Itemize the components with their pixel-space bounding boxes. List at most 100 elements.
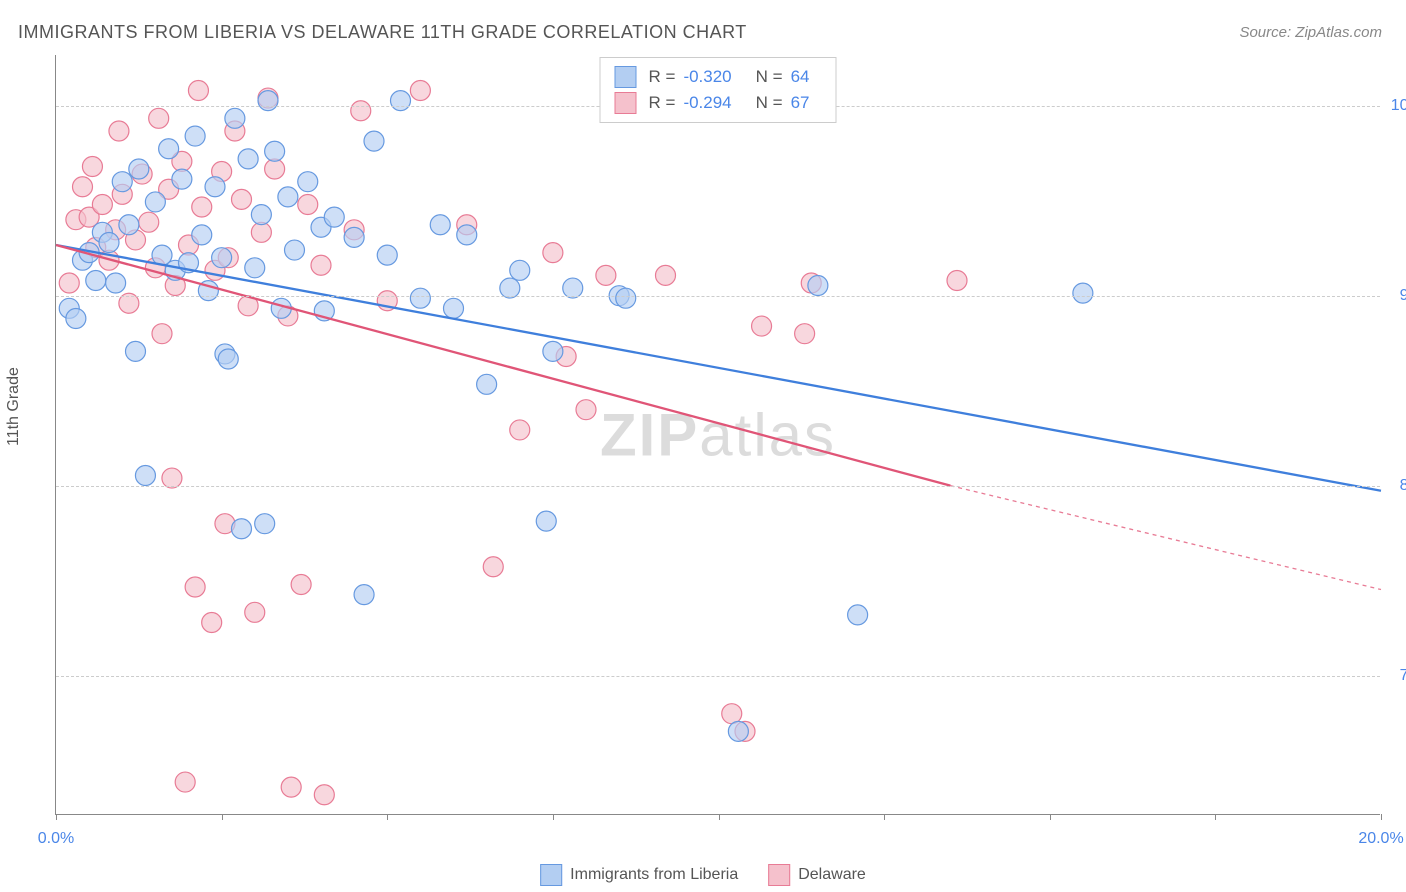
x-tick [1215, 814, 1216, 820]
n-value: 67 [791, 93, 810, 113]
blue-point [66, 308, 86, 328]
blue-point [285, 240, 305, 260]
pink-point [185, 577, 205, 597]
x-tick [553, 814, 554, 820]
blue-point [106, 273, 126, 293]
x-tick [884, 814, 885, 820]
pink-point [314, 785, 334, 805]
blue-point [185, 126, 205, 146]
blue-point [212, 248, 232, 268]
pink-point [795, 324, 815, 344]
blue-point [616, 288, 636, 308]
blue-point [543, 341, 563, 361]
source-label: Source: ZipAtlas.com [1239, 24, 1382, 41]
blue-point [245, 258, 265, 278]
legend-correlation: R = -0.320 N = 64 R = -0.294 N = 67 [600, 57, 837, 123]
chart-svg [56, 55, 1380, 814]
plot-area: ZIPatlas R = -0.320 N = 64 R = -0.294 N … [55, 55, 1380, 815]
blue-point [324, 207, 344, 227]
n-value: 64 [791, 67, 810, 87]
pink-point [73, 177, 93, 197]
blue-point [1073, 283, 1093, 303]
pink-point [311, 255, 331, 275]
pink-point [109, 121, 129, 141]
pink-point [188, 80, 208, 100]
blue-point [159, 139, 179, 159]
blue-point [430, 215, 450, 235]
r-value: -0.294 [683, 93, 731, 113]
blue-point [536, 511, 556, 531]
y-tick-label: 92.5% [1385, 287, 1406, 305]
blue-point [848, 605, 868, 625]
blue-point [510, 260, 530, 280]
pink-point [576, 400, 596, 420]
y-tick-label: 77.5% [1385, 667, 1406, 685]
r-label: R = [649, 93, 676, 113]
x-tick [222, 814, 223, 820]
pink-point [152, 324, 172, 344]
pink-point [483, 557, 503, 577]
blue-point [477, 374, 497, 394]
blue-point [232, 519, 252, 539]
blue-point [135, 466, 155, 486]
legend-swatch-pink [768, 864, 790, 886]
pink-point [245, 602, 265, 622]
blue-point [728, 721, 748, 741]
legend-swatch-pink [615, 92, 637, 114]
blue-point [391, 91, 411, 111]
blue-point [808, 276, 828, 296]
y-tick-label: 85.0% [1385, 477, 1406, 495]
pink-point [82, 156, 102, 176]
blue-point [354, 585, 374, 605]
blue-point [126, 341, 146, 361]
pink-regression-extrapolation [950, 486, 1381, 590]
blue-regression-line [56, 245, 1381, 491]
blue-point [238, 149, 258, 169]
blue-point [145, 192, 165, 212]
pink-point [656, 265, 676, 285]
x-tick [56, 814, 57, 820]
blue-point [344, 227, 364, 247]
legend-swatch-blue [615, 66, 637, 88]
blue-point [86, 270, 106, 290]
legend-swatch-blue [540, 864, 562, 886]
blue-point [444, 298, 464, 318]
legend-series: Immigrants from Liberia Delaware [540, 864, 866, 886]
blue-point [251, 205, 271, 225]
pink-point [410, 80, 430, 100]
r-label: R = [649, 67, 676, 87]
y-axis-label: 11th Grade [5, 367, 23, 446]
x-tick-label: 0.0% [38, 830, 74, 848]
blue-point [298, 172, 318, 192]
blue-point [112, 172, 132, 192]
pink-point [596, 265, 616, 285]
blue-point [218, 349, 238, 369]
x-tick [1381, 814, 1382, 820]
pink-point [947, 270, 967, 290]
blue-point [205, 177, 225, 197]
blue-point [225, 108, 245, 128]
x-tick [1050, 814, 1051, 820]
gridline [56, 296, 1380, 297]
r-value: -0.320 [683, 67, 731, 87]
x-tick-label: 20.0% [1358, 830, 1403, 848]
blue-point [129, 159, 149, 179]
blue-point [278, 187, 298, 207]
pink-point [510, 420, 530, 440]
pink-point [175, 772, 195, 792]
pink-point [149, 108, 169, 128]
legend-item-delaware: Delaware [768, 864, 866, 886]
n-label: N = [756, 93, 783, 113]
blue-point [255, 514, 275, 534]
blue-point [119, 215, 139, 235]
pink-point [251, 222, 271, 242]
legend-item-liberia: Immigrants from Liberia [540, 864, 738, 886]
pink-point [59, 273, 79, 293]
pink-point [232, 189, 252, 209]
legend-row-pink: R = -0.294 N = 67 [615, 90, 822, 116]
pink-point [192, 197, 212, 217]
pink-point [722, 704, 742, 724]
blue-point [457, 225, 477, 245]
blue-point [192, 225, 212, 245]
pink-point [351, 101, 371, 121]
